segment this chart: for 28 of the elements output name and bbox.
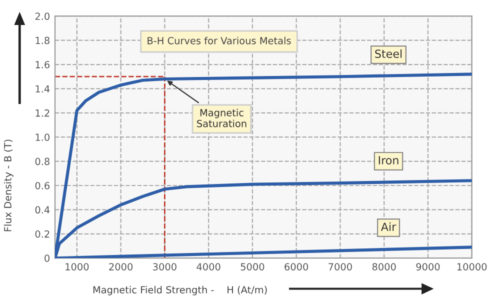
y-tick-label: 0.4 bbox=[35, 206, 50, 214]
series-label: Air bbox=[380, 222, 396, 231]
y-tick-label: 1.6 bbox=[36, 60, 50, 68]
x-tick-label: 10000 bbox=[457, 263, 487, 270]
x-tick-label: 9000 bbox=[416, 263, 440, 270]
text: B-H Curves for Various Metals bbox=[148, 36, 291, 44]
y-tick-label: 0.2 bbox=[35, 230, 50, 238]
annotation: Magnetic Saturation bbox=[197, 108, 246, 128]
y-axis-title: Flux Density - B (T) bbox=[4, 140, 14, 232]
y-tick-label: 0 bbox=[44, 254, 50, 262]
y-tick-label: 2.0 bbox=[35, 12, 50, 20]
x-tick-label: 3000 bbox=[153, 263, 176, 270]
x-axis-title: Magnetic Field Strength - H (At/m) bbox=[93, 286, 267, 296]
y-tick-label: 0.6 bbox=[35, 182, 50, 190]
x-tick-label: 6000 bbox=[284, 263, 308, 270]
x-tick-label: 8000 bbox=[372, 263, 396, 270]
series-label: Iron bbox=[378, 156, 398, 164]
y-tick-label: 1.0 bbox=[36, 134, 50, 141]
x-tick-label: 5000 bbox=[240, 263, 264, 270]
x-tick-label: 7000 bbox=[328, 263, 352, 270]
y-tick-label: 1.4 bbox=[36, 85, 50, 92]
y-tick-label: 1.8 bbox=[36, 36, 50, 44]
x-tick-label: 1000 bbox=[66, 263, 89, 270]
series-label: Steel bbox=[375, 49, 402, 58]
y-tick-label: 0.8 bbox=[35, 158, 50, 166]
y-tick-label: 1.2 bbox=[36, 109, 50, 117]
x-tick-label: 2000 bbox=[109, 263, 133, 270]
x-tick-label: 4000 bbox=[196, 263, 220, 270]
